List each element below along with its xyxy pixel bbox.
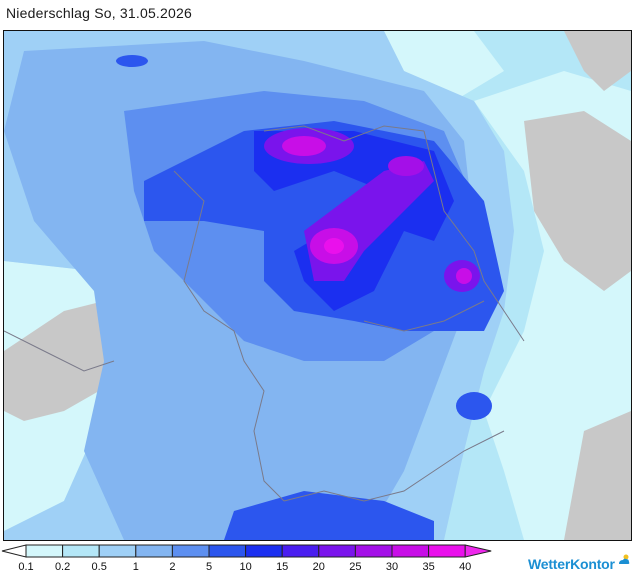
- map-title: Niederschlag So, 31.05.2026: [6, 5, 192, 21]
- land-sweden: [564, 31, 631, 91]
- legend-swatch: [171, 544, 210, 558]
- legend-label: 40: [459, 561, 471, 573]
- legend-swatch: [281, 544, 320, 558]
- map-canvas: [4, 31, 631, 540]
- legend-label: 25: [349, 561, 361, 573]
- legend-swatch: [354, 544, 393, 558]
- legend-swatch: [62, 544, 100, 558]
- color-scale-legend: 0.1 0.2 0.5 1 2 5 10 15 20 25 30 35 40: [0, 541, 633, 580]
- legend-label: 20: [313, 561, 325, 573]
- legend-swatch: [318, 544, 356, 558]
- land-poland-north: [524, 111, 631, 291]
- storm-core-east-inner: [456, 268, 472, 284]
- legend-swatch: [25, 544, 64, 558]
- legend-label: 10: [239, 561, 251, 573]
- storm-core-north-inner: [282, 136, 326, 156]
- legend-label: 0.5: [92, 561, 107, 573]
- brand-name: WetterKontor: [528, 556, 615, 572]
- light-precip-northeast: [384, 31, 504, 101]
- legend-label: 0.2: [55, 561, 70, 573]
- legend-bar: 0.1 0.2 0.5 1 2 5 10 15 20 25 30 35 40: [1, 544, 492, 573]
- legend-label: 15: [276, 561, 288, 573]
- precipitation-map[interactable]: [3, 30, 632, 541]
- legend-label: 5: [206, 561, 212, 573]
- legend-swatch: [428, 544, 466, 558]
- legend-label: 0.1: [18, 561, 33, 573]
- legend-arrow-right: [464, 544, 492, 558]
- legend-label: 35: [422, 561, 434, 573]
- heavy-precip-sea: [116, 55, 148, 67]
- legend-swatch: [208, 544, 247, 558]
- land-southeast: [564, 411, 631, 540]
- legend-arrow-left: [1, 544, 27, 558]
- heavy-precip-south: [224, 491, 434, 540]
- heavy-precip-southeast: [456, 392, 492, 420]
- legend-swatch: [391, 544, 430, 558]
- sun-cloud-icon: [619, 554, 630, 564]
- legend-label: 30: [386, 561, 398, 573]
- storm-core-northeast: [388, 156, 424, 176]
- legend-label: 1: [133, 561, 139, 573]
- legend-swatch: [135, 544, 173, 558]
- legend-swatch: [245, 544, 283, 558]
- legend-label: 2: [169, 561, 175, 573]
- storm-core-central-inner: [324, 238, 344, 254]
- country-borders: [4, 125, 525, 502]
- legend-swatch: [98, 544, 137, 558]
